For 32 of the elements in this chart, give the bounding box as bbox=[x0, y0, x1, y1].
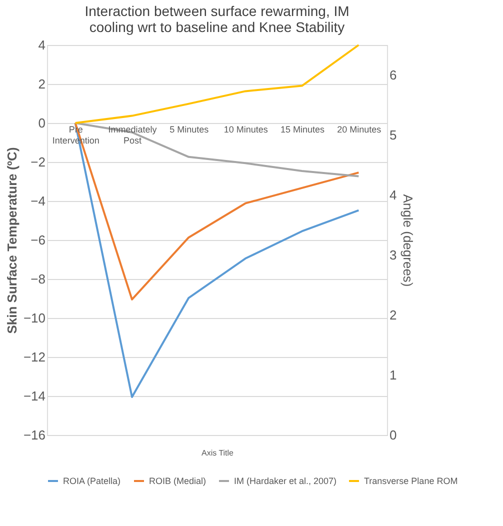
y-tick-label: −4 bbox=[30, 194, 46, 208]
y-tick-label: 0 bbox=[38, 116, 46, 130]
y-tick-label: −6 bbox=[30, 232, 46, 248]
y-axis-title: Skin Surface Temperature (ºC) bbox=[4, 147, 20, 334]
y-tick-label: −2 bbox=[30, 154, 46, 170]
line-series bbox=[74, 44, 360, 124]
y2-tick-label: 0 bbox=[390, 428, 397, 442]
y2-tick-label: 1 bbox=[390, 368, 397, 382]
y-tick-label: −12 bbox=[23, 350, 46, 364]
y-tick-label: 4 bbox=[38, 38, 46, 52]
y2-tick-label: 4 bbox=[390, 188, 397, 202]
y2-tick-label: 3 bbox=[390, 248, 397, 262]
x-tick-label: 20 Minutes bbox=[337, 124, 382, 134]
y2-tick-label: 6 bbox=[390, 68, 397, 82]
legend-label: Transverse Plane ROM bbox=[364, 476, 458, 486]
y2-axis-title: Angle (degrees) bbox=[400, 194, 416, 287]
x-tick-label: 15 Minutes bbox=[280, 124, 326, 134]
legend-label: ROIA (Patella) bbox=[63, 476, 121, 486]
y2-tick-label: 2 bbox=[390, 308, 397, 322]
x-tick-label: 10 Minutes bbox=[224, 124, 268, 134]
y-tick-label: −16 bbox=[23, 428, 46, 442]
x-axis-title: Axis Title bbox=[201, 448, 234, 458]
y-tick-label: −14 bbox=[23, 388, 46, 404]
x-tick-label: Immediately Post bbox=[108, 124, 158, 146]
y2-tick-label: 5 bbox=[390, 128, 397, 142]
y-tick-label: 2 bbox=[38, 76, 46, 92]
y-tick-label: −8 bbox=[30, 272, 46, 286]
chart-title: Interaction between surface rewarming, IM cooling wrt to baseline and Knee Stability bbox=[84, 3, 350, 35]
legend-label: IM (Hardaker et al., 2007) bbox=[234, 476, 337, 486]
x-tick-label: 5 Minutes bbox=[170, 124, 210, 134]
legend-label: ROIB (Medial) bbox=[149, 476, 206, 486]
y-tick-label: −10 bbox=[23, 310, 46, 326]
